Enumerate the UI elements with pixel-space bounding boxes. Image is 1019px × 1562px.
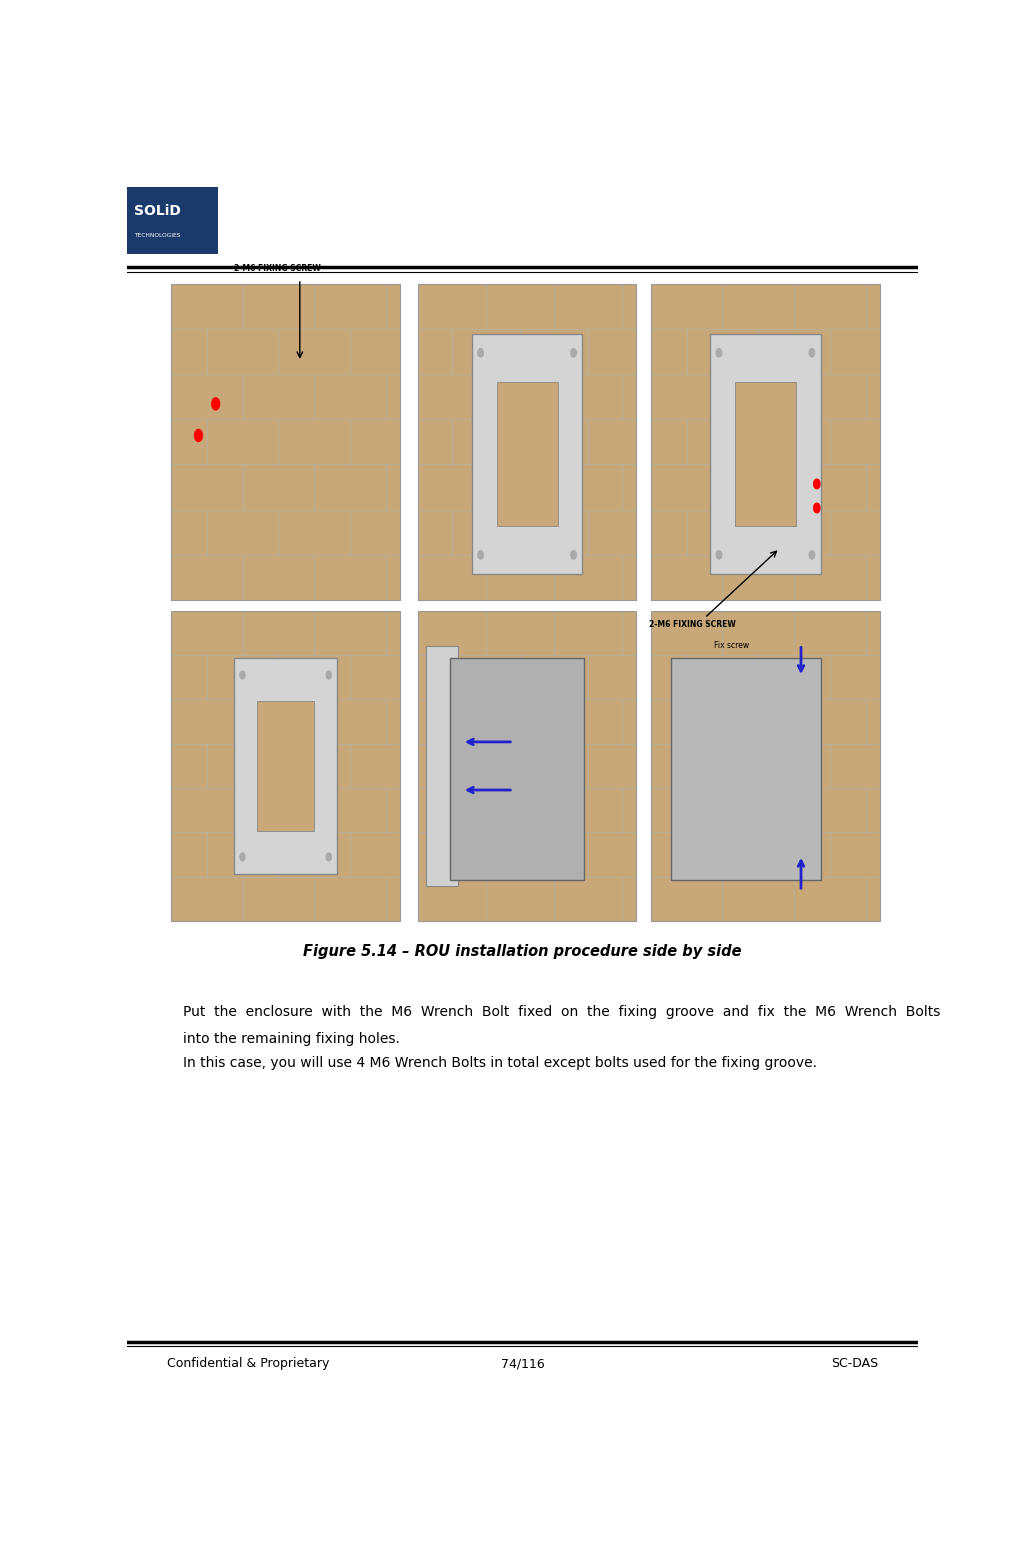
Text: Put  the  enclosure  with  the  M6  Wrench  Bolt  fixed  on  the  fixing  groove: Put the enclosure with the M6 Wrench Bol… bbox=[182, 1006, 940, 1020]
Bar bbox=[127, 187, 218, 253]
Text: Figure 5.14 – ROU installation procedure side by side: Figure 5.14 – ROU installation procedure… bbox=[304, 943, 741, 959]
Text: 2-M6 FIXING SCREW: 2-M6 FIXING SCREW bbox=[649, 620, 736, 629]
Bar bbox=[257, 701, 314, 831]
Bar bbox=[171, 611, 399, 922]
Circle shape bbox=[326, 853, 331, 861]
Circle shape bbox=[239, 672, 245, 679]
Bar bbox=[171, 284, 399, 600]
Bar bbox=[171, 284, 399, 600]
Bar bbox=[418, 611, 635, 922]
Text: TECHNOLOGIES: TECHNOLOGIES bbox=[133, 233, 180, 237]
Text: Fix screw: Fix screw bbox=[713, 640, 748, 650]
Bar bbox=[426, 645, 458, 886]
Circle shape bbox=[808, 348, 814, 358]
Bar bbox=[650, 611, 879, 922]
Circle shape bbox=[477, 348, 483, 358]
Bar bbox=[449, 658, 584, 881]
Circle shape bbox=[326, 672, 331, 679]
Bar bbox=[709, 334, 820, 575]
Bar bbox=[650, 284, 879, 600]
Bar bbox=[650, 611, 879, 922]
Bar bbox=[171, 611, 399, 922]
Circle shape bbox=[571, 551, 576, 559]
Bar bbox=[669, 658, 820, 881]
Bar bbox=[234, 658, 336, 875]
Circle shape bbox=[808, 551, 814, 559]
Text: 2-M6 FIXING SCREW: 2-M6 FIXING SCREW bbox=[234, 264, 321, 273]
Text: 74/116: 74/116 bbox=[500, 1357, 544, 1370]
Bar bbox=[496, 381, 557, 526]
Circle shape bbox=[212, 398, 219, 409]
Bar bbox=[418, 611, 635, 922]
Circle shape bbox=[239, 853, 245, 861]
Text: SC-DAS: SC-DAS bbox=[830, 1357, 877, 1370]
Circle shape bbox=[715, 551, 721, 559]
Bar bbox=[735, 381, 795, 526]
Circle shape bbox=[195, 430, 202, 442]
Text: Confidential & Proprietary: Confidential & Proprietary bbox=[167, 1357, 329, 1370]
Bar bbox=[650, 284, 879, 600]
Circle shape bbox=[477, 551, 483, 559]
Circle shape bbox=[571, 348, 576, 358]
Text: into the remaining fixing holes.: into the remaining fixing holes. bbox=[182, 1032, 399, 1047]
Bar bbox=[418, 284, 635, 600]
Text: SOLiD: SOLiD bbox=[133, 205, 180, 219]
Circle shape bbox=[715, 348, 721, 358]
Circle shape bbox=[813, 480, 819, 489]
Circle shape bbox=[813, 503, 819, 512]
Text: In this case, you will use 4 M6 Wrench Bolts in total except bolts used for the : In this case, you will use 4 M6 Wrench B… bbox=[182, 1056, 816, 1070]
Bar bbox=[418, 284, 635, 600]
Bar bbox=[472, 334, 582, 575]
